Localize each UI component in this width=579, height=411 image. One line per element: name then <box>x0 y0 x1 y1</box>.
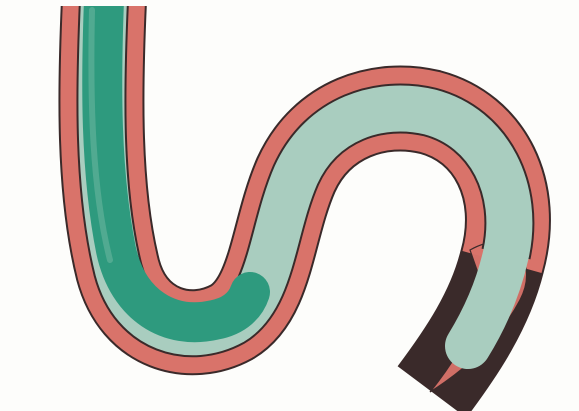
tube-inner-highlight <box>88 7 113 263</box>
tube-inner-band <box>82 0 270 343</box>
top-edge-mask <box>0 0 579 6</box>
